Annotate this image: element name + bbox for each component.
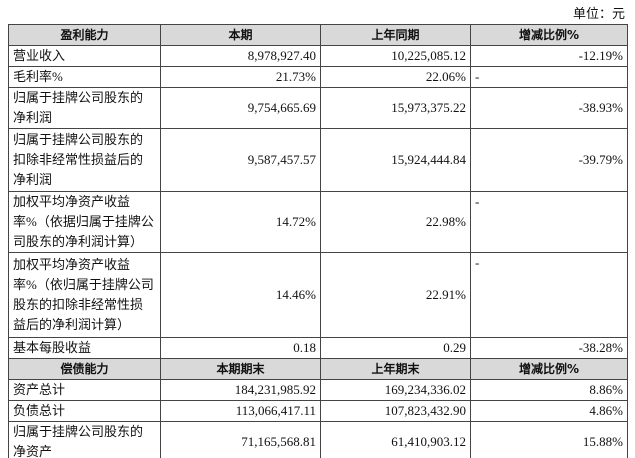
- change-cell: -12.19%: [470, 45, 628, 67]
- label-line: 净资产: [13, 444, 53, 458]
- label-line: 扣除非经常性损益后的: [13, 152, 144, 167]
- row-label: 归属于挂牌公司股东的 净资产: [8, 421, 161, 458]
- current-cell: 0.18: [160, 337, 321, 359]
- current-cell: 9,754,665.69: [160, 87, 321, 129]
- previous-cell: 22.06%: [320, 66, 471, 88]
- label-line: 加权平均净资产收益: [13, 257, 131, 272]
- label-line: 司股东的净利润计算）: [13, 234, 144, 249]
- change-cell: -: [470, 191, 628, 253]
- header-cell: 本期期末: [160, 358, 321, 380]
- current-cell: 71,165,568.81: [160, 421, 321, 458]
- label-line: 资产总计: [13, 382, 66, 397]
- label-line: 归属于挂牌公司股东的: [13, 90, 144, 105]
- data-row: 加权平均净资产收益 率%（依据归属于挂牌公 司股东的净利润计算） 14.72% 22.9…: [8, 191, 628, 253]
- label-line: 率%（依据归属于挂牌公: [13, 214, 154, 229]
- header-row: 偿债能力 本期期末 上年期末 增减比例%: [8, 358, 628, 380]
- header-cell: 本期: [160, 24, 321, 46]
- row-label: 加权平均净资产收益率%（依据归属于挂牌公 司股东的净利润计算）: [8, 191, 161, 253]
- previous-cell: 22.98%: [320, 191, 471, 253]
- label-line: 益后的净利润计算）: [13, 317, 131, 332]
- data-row: 营业收入 8,978,927.40 10,225,085.12 -12.19%: [8, 45, 628, 67]
- data-row: 归属于挂牌公司股东的 净利润 9,754,665.69 15,973,375.22 -3…: [8, 87, 628, 129]
- row-label: 负债总计: [8, 400, 161, 422]
- header-cell: 上年期末: [320, 358, 471, 380]
- row-label: 资产总计: [8, 379, 161, 401]
- data-row: 资产总计 184,231,985.92 169,234,336.02 8.86%: [8, 379, 628, 401]
- current-cell: 14.46%: [160, 252, 321, 338]
- row-label: 归属于挂牌公司股东的 扣除非经常性损益后的 净利润: [8, 128, 161, 192]
- data-row: 归属于挂牌公司股东的 净资产 71,165,568.81 61,410,903.12 1…: [8, 421, 628, 458]
- change-cell: 8.86%: [470, 379, 628, 401]
- header-row: 盈利能力 本期 上年同期 增减比例%: [8, 24, 628, 46]
- row-label: 加权平均净资产收益率%（依归属于挂牌公司 股东的扣除非经常性损 益后的净利润计算）: [8, 252, 161, 338]
- header-cell: 增减比例%: [470, 358, 628, 380]
- label-line: 基本每股收益: [13, 340, 92, 355]
- label-line: 营业收入: [13, 48, 66, 63]
- previous-cell: 61,410,903.12: [320, 421, 471, 458]
- data-row: 基本每股收益 0.18 0.29 -38.28%: [8, 337, 628, 359]
- previous-cell: 0.29: [320, 337, 471, 359]
- row-label: 归属于挂牌公司股东的 净利润: [8, 87, 161, 129]
- change-cell: 4.86%: [470, 400, 628, 422]
- data-row: 归属于挂牌公司股东的 扣除非经常性损益后的 净利润 9,587,457.57 15,92…: [8, 128, 628, 192]
- change-cell: -38.28%: [470, 337, 628, 359]
- previous-cell: 15,973,375.22: [320, 87, 471, 129]
- change-cell: -: [470, 66, 628, 88]
- row-label: 毛利率%: [8, 66, 161, 88]
- header-cell: 上年同期: [320, 24, 471, 46]
- label-line: 率%（依归属于挂牌公司: [13, 277, 154, 292]
- change-cell: -39.79%: [470, 128, 628, 192]
- previous-cell: 22.91%: [320, 252, 471, 338]
- row-label: 营业收入: [8, 45, 161, 67]
- header-cell: 增减比例%: [470, 24, 628, 46]
- current-cell: 113,066,417.11: [160, 400, 321, 422]
- unit-label: 单位：元: [572, 6, 625, 21]
- current-cell: 8,978,927.40: [160, 45, 321, 67]
- current-cell: 9,587,457.57: [160, 128, 321, 192]
- financial-table: 盈利能力 本期 上年同期 增减比例% 营业收入 8,978,927.40 10,225,08…: [8, 24, 628, 458]
- label-line: 归属于挂牌公司股东的: [13, 424, 144, 439]
- data-row: 毛利率% 21.73% 22.06% -: [8, 66, 628, 88]
- current-cell: 14.72%: [160, 191, 321, 253]
- previous-cell: 107,823,432.90: [320, 400, 471, 422]
- header-cell: 偿债能力: [8, 358, 161, 380]
- label-line: 股东的扣除非经常性损: [13, 297, 144, 312]
- change-cell: -: [470, 252, 628, 338]
- label-line: 负债总计: [13, 403, 66, 418]
- change-cell: -38.93%: [470, 87, 628, 129]
- label-line: 归属于挂牌公司股东的: [13, 132, 144, 147]
- current-cell: 21.73%: [160, 66, 321, 88]
- label-line: 净利润: [13, 110, 53, 125]
- previous-cell: 15,924,444.84: [320, 128, 471, 192]
- label-line: 毛利率%: [13, 69, 63, 84]
- current-cell: 184,231,985.92: [160, 379, 321, 401]
- previous-cell: 10,225,085.12: [320, 45, 471, 67]
- change-cell: 15.88%: [470, 421, 628, 458]
- data-row: 加权平均净资产收益 率%（依归属于挂牌公司 股东的扣除非经常性损 益后的净利润计算） 1…: [8, 252, 628, 338]
- previous-cell: 169,234,336.02: [320, 379, 471, 401]
- row-label: 基本每股收益: [8, 337, 161, 359]
- label-line: 加权平均净资产收益: [13, 194, 131, 209]
- header-cell: 盈利能力: [8, 24, 161, 46]
- label-line: 净利润: [13, 172, 53, 187]
- data-row: 负债总计 113,066,417.11 107,823,432.90 4.86%: [8, 400, 628, 422]
